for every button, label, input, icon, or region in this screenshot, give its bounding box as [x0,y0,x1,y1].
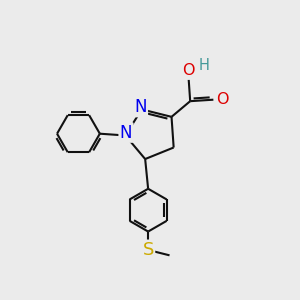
Text: H: H [199,58,210,73]
Text: N: N [120,124,132,142]
Text: S: S [142,241,154,259]
Text: O: O [182,63,195,78]
Text: N: N [134,98,147,116]
Text: O: O [216,92,229,107]
